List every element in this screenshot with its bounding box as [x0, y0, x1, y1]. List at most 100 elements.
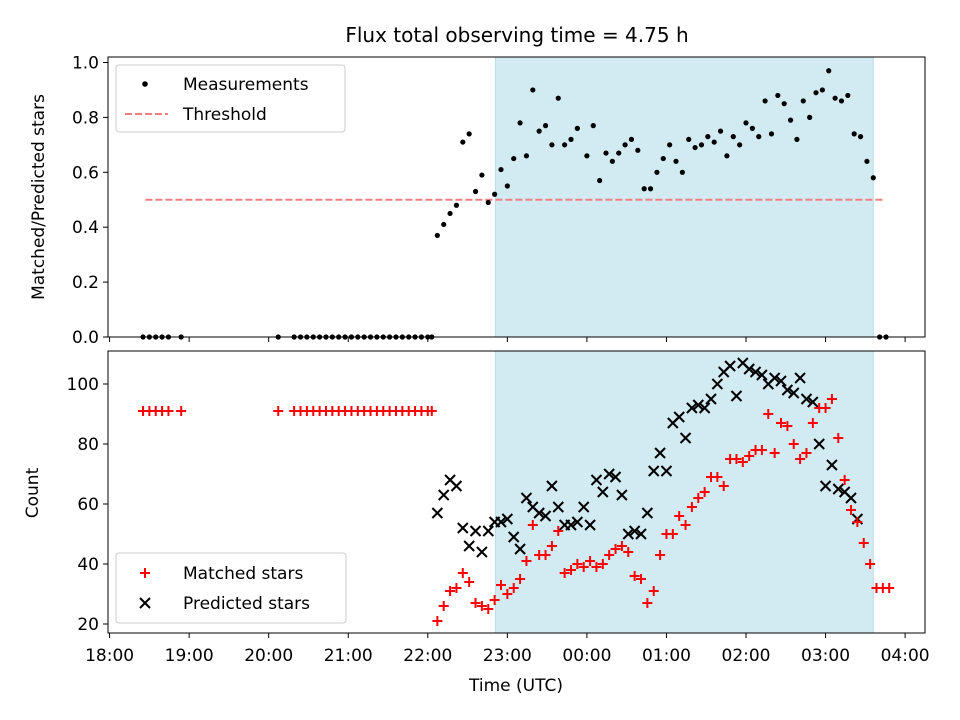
matched-star-point	[769, 448, 780, 458]
legend-threshold-label: Threshold	[182, 105, 267, 125]
top-y-tick-label: 0.8	[72, 108, 99, 128]
predicted-star-point	[749, 366, 762, 378]
measurement-point	[768, 131, 775, 137]
predicted-star-point	[845, 492, 857, 504]
predicted-star-point	[609, 471, 622, 483]
legend-predicted-label: Predicted stars	[183, 594, 310, 614]
legend-measurements-label: Measurements	[183, 75, 309, 95]
matched-star-point	[667, 529, 678, 539]
predicted-star-point	[660, 465, 673, 477]
predicted-star-point	[520, 492, 533, 504]
matched-star-point	[176, 406, 187, 416]
predicted-star-point	[794, 372, 806, 384]
measurement-point	[686, 136, 692, 142]
measurement-point	[447, 210, 453, 217]
predicted-star-point	[743, 363, 755, 375]
predicted-star-point	[584, 519, 596, 531]
bottom-y-tick-label: 20	[77, 615, 99, 635]
predicted-star-point	[469, 525, 482, 537]
measurement-point	[635, 147, 641, 153]
measurement-point	[762, 98, 768, 104]
measurement-point	[851, 131, 857, 137]
measurement-point	[485, 199, 491, 206]
matched-star-point	[782, 421, 793, 431]
matched-star-point	[273, 406, 284, 416]
top-legend: Measurements Threshold	[115, 64, 346, 133]
matched-star-point	[635, 574, 646, 584]
measurement-point	[705, 134, 711, 140]
measurement-point	[511, 155, 517, 162]
measurement-point	[724, 153, 730, 159]
bottom-y-tick-label: 100	[67, 375, 99, 395]
top-y-tick-label: 0.0	[72, 328, 99, 348]
predicted-star-point	[826, 459, 838, 471]
predicted-star-point	[648, 465, 660, 477]
matched-star-point	[553, 526, 564, 536]
bottom-legend: Matched stars Predicted stars	[115, 552, 347, 624]
measurement-point	[826, 68, 832, 74]
predicted-star-point	[768, 372, 781, 384]
matched-star-point	[432, 616, 443, 626]
matched-star-point	[693, 493, 704, 503]
measurement-point	[756, 134, 762, 140]
predicted-star-point	[813, 438, 825, 450]
matched-star-point	[502, 589, 513, 599]
matched-star-point	[604, 550, 615, 560]
measurement-point	[549, 142, 555, 148]
measurement-point	[692, 144, 698, 151]
predicted-star-point	[711, 378, 724, 390]
matched-star-point	[597, 559, 608, 569]
measurement-point	[673, 158, 679, 164]
matched-star-point	[508, 583, 519, 593]
top-panel: 0.0 0.2 0.4 0.6 0.8 1.0 Matched/Predicted sta…	[29, 53, 926, 348]
top-axes-frame	[107, 56, 926, 338]
predicted-star-point	[514, 543, 526, 555]
measurement-point	[845, 92, 851, 99]
x-tick-label: 22:00	[403, 646, 452, 666]
predicted-star-point	[622, 528, 634, 540]
measurement-point	[466, 131, 472, 137]
matched-star-point	[712, 472, 723, 482]
measurement-point	[641, 186, 647, 192]
predicted-star-point	[508, 531, 520, 543]
matched-star-point	[858, 538, 869, 548]
predicted-star-point	[450, 480, 463, 492]
measurement-point	[568, 136, 574, 142]
measurement-point	[479, 172, 485, 178]
predicted-star-point	[781, 384, 794, 396]
matched-star-point	[686, 502, 697, 512]
predicted-star-point	[654, 447, 666, 459]
top-observing-interval	[494, 56, 874, 338]
bottom-y-tick-label: 40	[77, 555, 99, 575]
measurement-point	[453, 202, 460, 208]
predicted-star-point	[819, 480, 832, 492]
matched-star-point	[495, 580, 506, 590]
x-tick-label: 23:00	[483, 646, 532, 666]
top-y-tick-label: 0.4	[72, 218, 99, 238]
measurement-point	[616, 150, 622, 156]
matched-star-point	[776, 418, 787, 428]
measurement-point	[622, 142, 628, 148]
measurement-point	[523, 153, 530, 159]
predicted-star-point	[807, 396, 819, 408]
top-legend-box	[115, 64, 346, 133]
matched-star-point	[163, 406, 174, 416]
measurement-point	[698, 142, 705, 148]
x-tick-label: 04:00	[881, 646, 930, 666]
chart-title: Flux total observing time = 4.75 h	[345, 23, 688, 47]
measurement-point	[813, 90, 819, 96]
measurement-point	[555, 95, 561, 101]
measurement-point	[838, 98, 845, 104]
matched-star-point	[699, 487, 710, 497]
measurement-point	[870, 175, 876, 181]
measurement-point	[775, 92, 781, 99]
measurement-point	[857, 134, 864, 140]
predicted-star-point	[565, 519, 577, 531]
predicted-star-point	[552, 501, 564, 513]
measurement-point	[711, 139, 717, 145]
matched-star-point	[457, 568, 468, 578]
measurement-point	[434, 232, 440, 239]
bottom-panel: 20 40 60 80 100 18:00 19:00 20:00 21:00 22:00 23:…	[23, 350, 930, 696]
legend-predicted-marker	[139, 597, 151, 609]
